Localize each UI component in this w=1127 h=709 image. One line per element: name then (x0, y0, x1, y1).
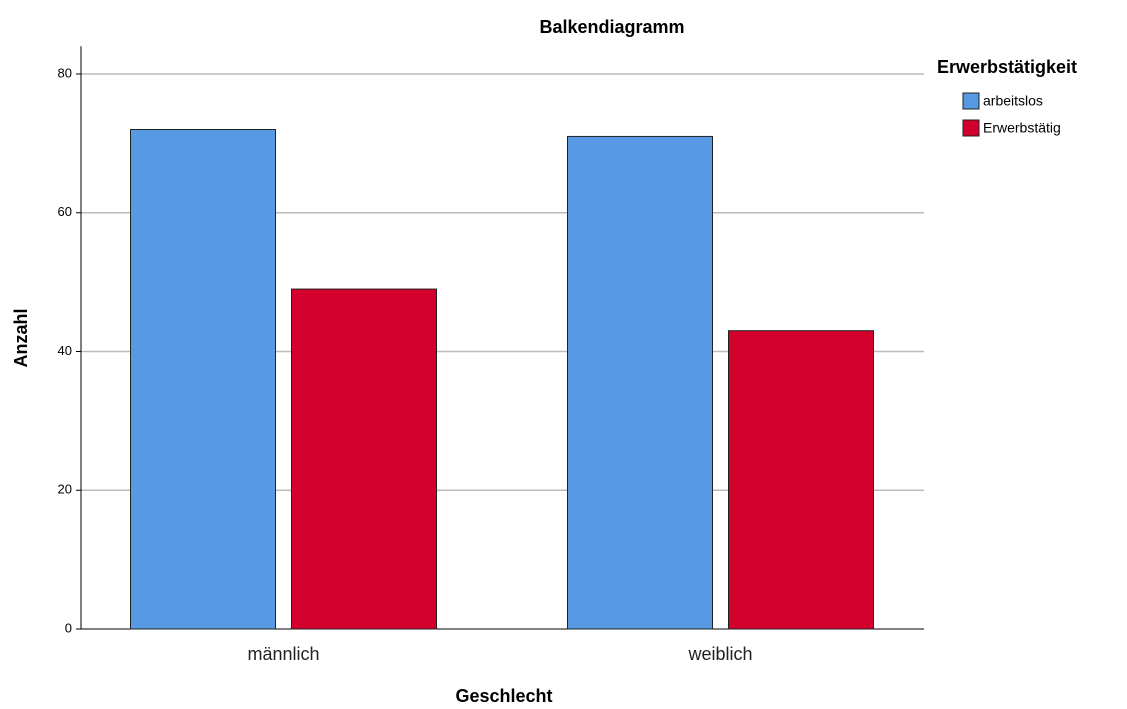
legend-swatch (962, 119, 980, 137)
legend-title: Erwerbstätigkeit (937, 57, 1077, 77)
y-tick-label: 20 (58, 482, 72, 497)
x-axis-label: Geschlecht (455, 686, 552, 706)
bar (567, 135, 713, 630)
y-tick-label: 80 (58, 65, 72, 80)
y-tick-label: 0 (65, 620, 72, 635)
chart-title: Balkendiagramm (539, 17, 684, 37)
x-tick-label: männlich (247, 644, 319, 664)
bar (728, 330, 874, 630)
legend-label: arbeitslos (983, 93, 1043, 109)
bar (291, 288, 437, 630)
legend-label: Erwerbstätig (983, 120, 1061, 136)
y-axis-label: Anzahl (11, 308, 31, 367)
bar (130, 129, 276, 630)
legend-swatch (962, 92, 980, 110)
x-tick-label: weiblich (687, 644, 752, 664)
y-tick-label: 60 (58, 204, 72, 219)
y-tick-label: 40 (58, 343, 72, 358)
